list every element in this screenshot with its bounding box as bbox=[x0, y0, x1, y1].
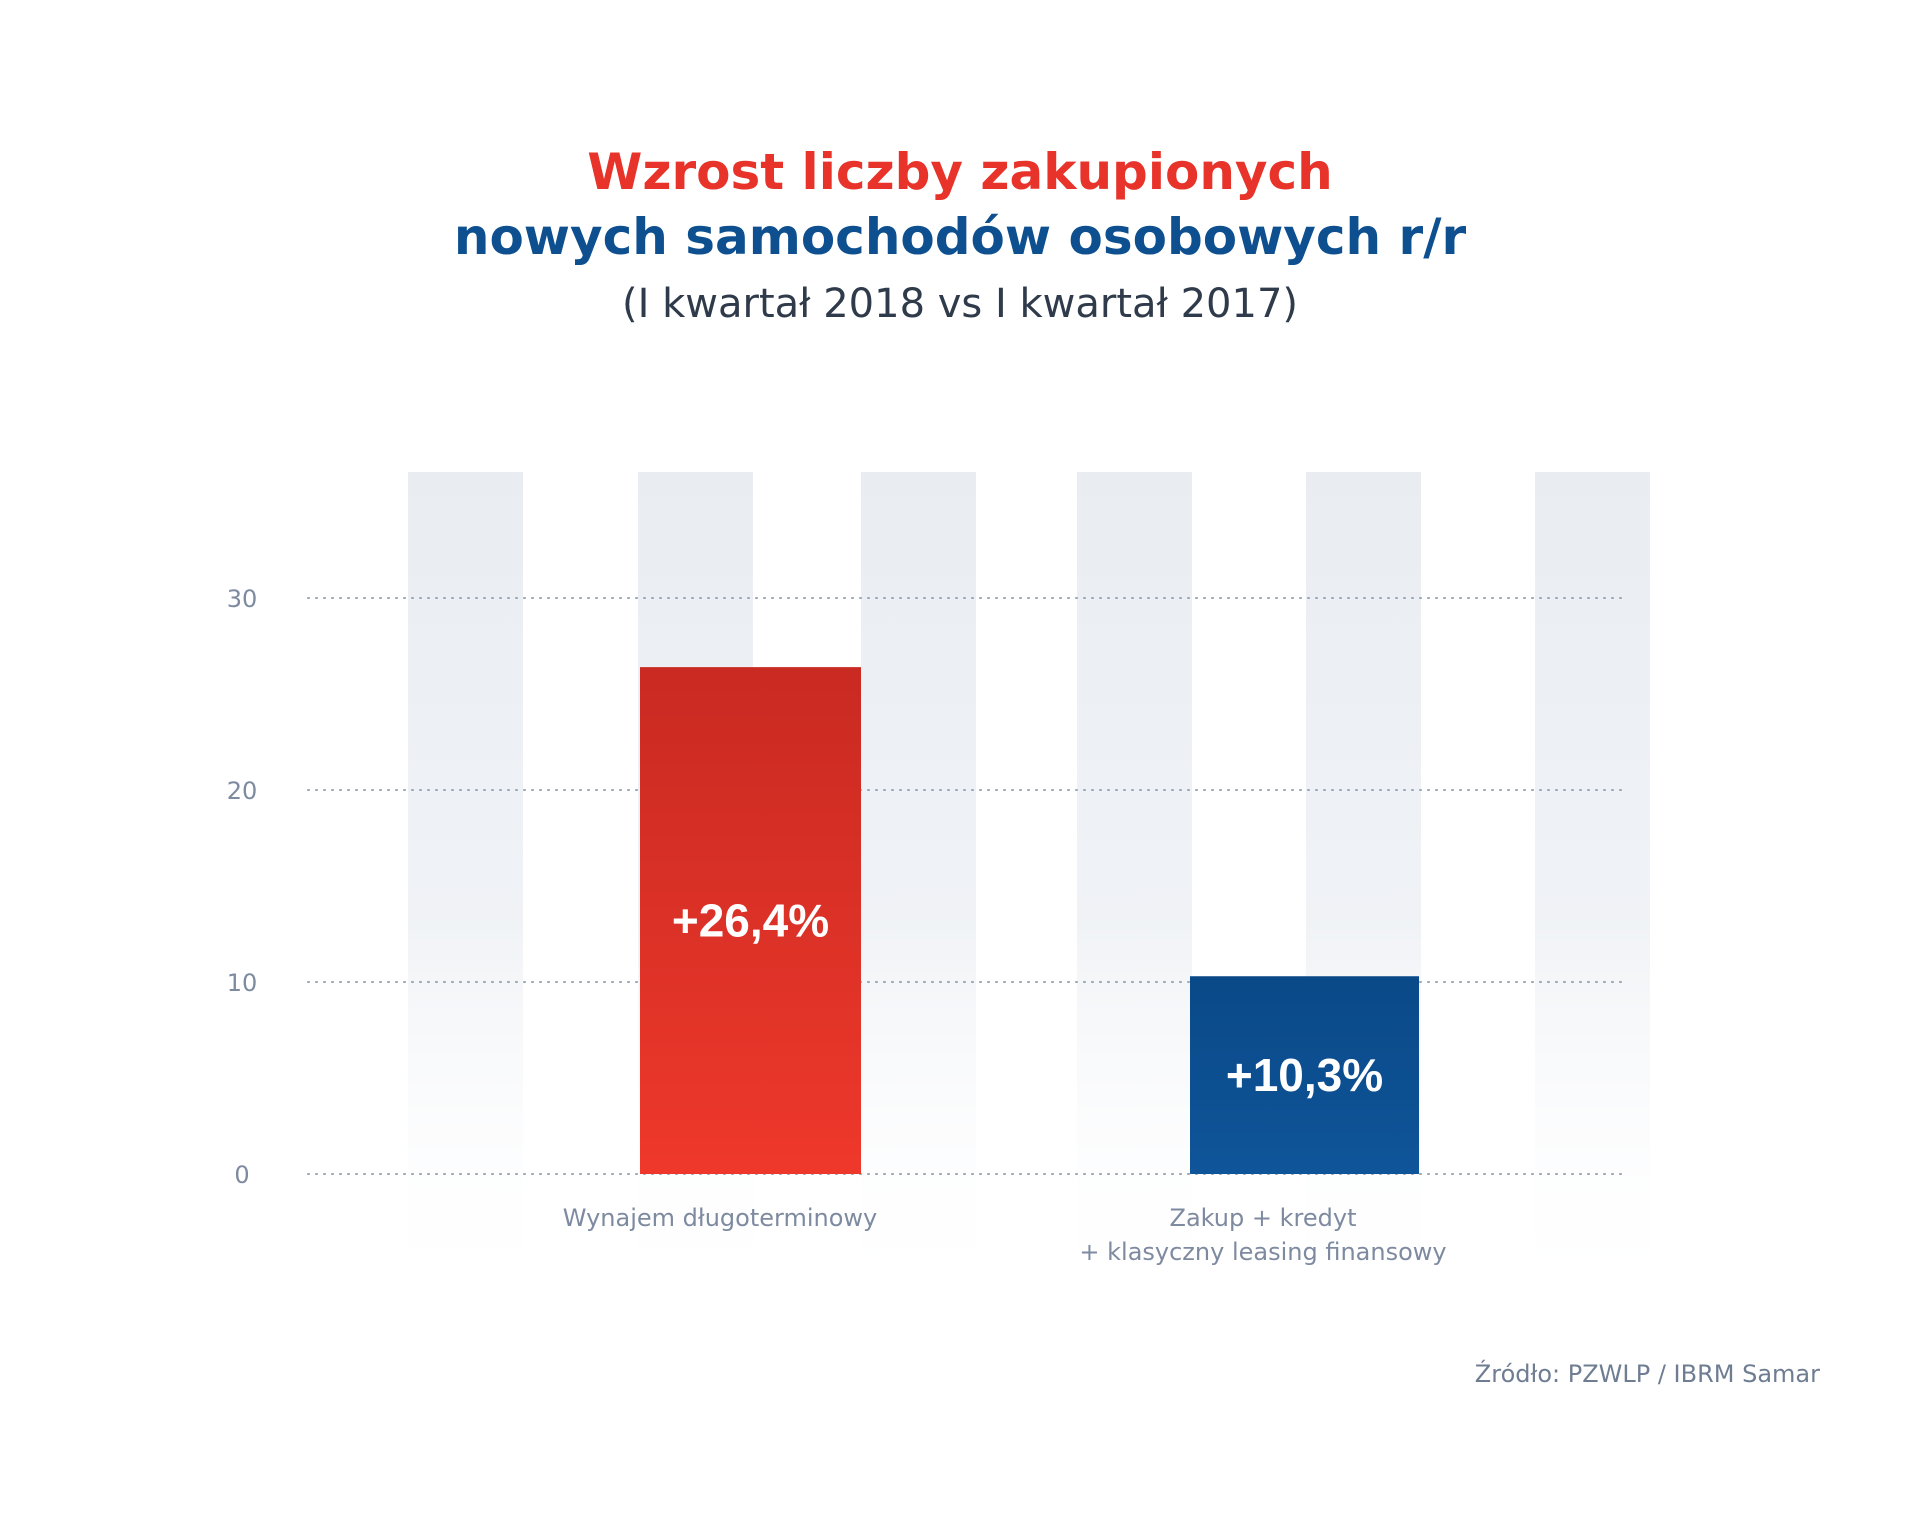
chart-title-line1: Wzrost liczby zakupionych bbox=[587, 143, 1333, 201]
data-labels: +26,4% +10,3% bbox=[672, 895, 1383, 1102]
y-axis-ticks: 0 10 20 30 bbox=[227, 585, 258, 1189]
chart-title-line2: nowych samochodów osobowych r/r bbox=[453, 208, 1467, 266]
background-columns bbox=[408, 472, 1650, 1282]
data-label: +10,3% bbox=[1226, 1049, 1383, 1101]
x-tick-label: Wynajem długoterminowy bbox=[563, 1204, 877, 1232]
y-tick-label: 20 bbox=[227, 777, 258, 805]
bar bbox=[1190, 976, 1419, 1174]
x-tick-label: + klasyczny leasing finansowy bbox=[1079, 1238, 1446, 1266]
bars bbox=[640, 667, 1419, 1174]
y-tick-label: 30 bbox=[227, 585, 258, 613]
y-tick-label: 10 bbox=[227, 969, 258, 997]
background-column bbox=[1077, 472, 1192, 1282]
x-tick-label: Zakup + kredyt bbox=[1170, 1204, 1357, 1232]
background-column bbox=[408, 472, 523, 1282]
y-tick-label: 0 bbox=[234, 1161, 249, 1189]
background-column bbox=[1535, 472, 1650, 1282]
data-label: +26,4% bbox=[672, 895, 829, 947]
x-axis-labels: Wynajem długoterminowy Zakup + kredyt + kl… bbox=[563, 1204, 1447, 1266]
bar bbox=[640, 667, 861, 1174]
chart-subtitle: (I kwartał 2018 vs I kwartał 2017) bbox=[622, 281, 1298, 327]
background-column bbox=[861, 472, 976, 1282]
source-note: Źródło: PZWLP / IBRM Samar bbox=[1474, 1360, 1820, 1388]
